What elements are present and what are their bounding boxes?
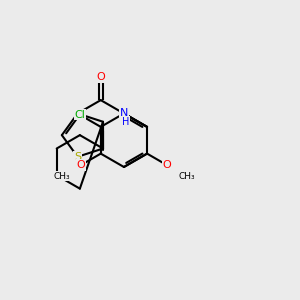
- Text: CH₃: CH₃: [178, 172, 195, 181]
- Text: S: S: [74, 152, 81, 162]
- Text: O: O: [77, 160, 85, 170]
- Text: O: O: [96, 72, 105, 82]
- Text: H: H: [122, 117, 129, 127]
- Text: O: O: [162, 160, 171, 170]
- Text: Cl: Cl: [74, 110, 85, 120]
- Text: N: N: [120, 109, 128, 118]
- Text: CH₃: CH₃: [53, 172, 70, 181]
